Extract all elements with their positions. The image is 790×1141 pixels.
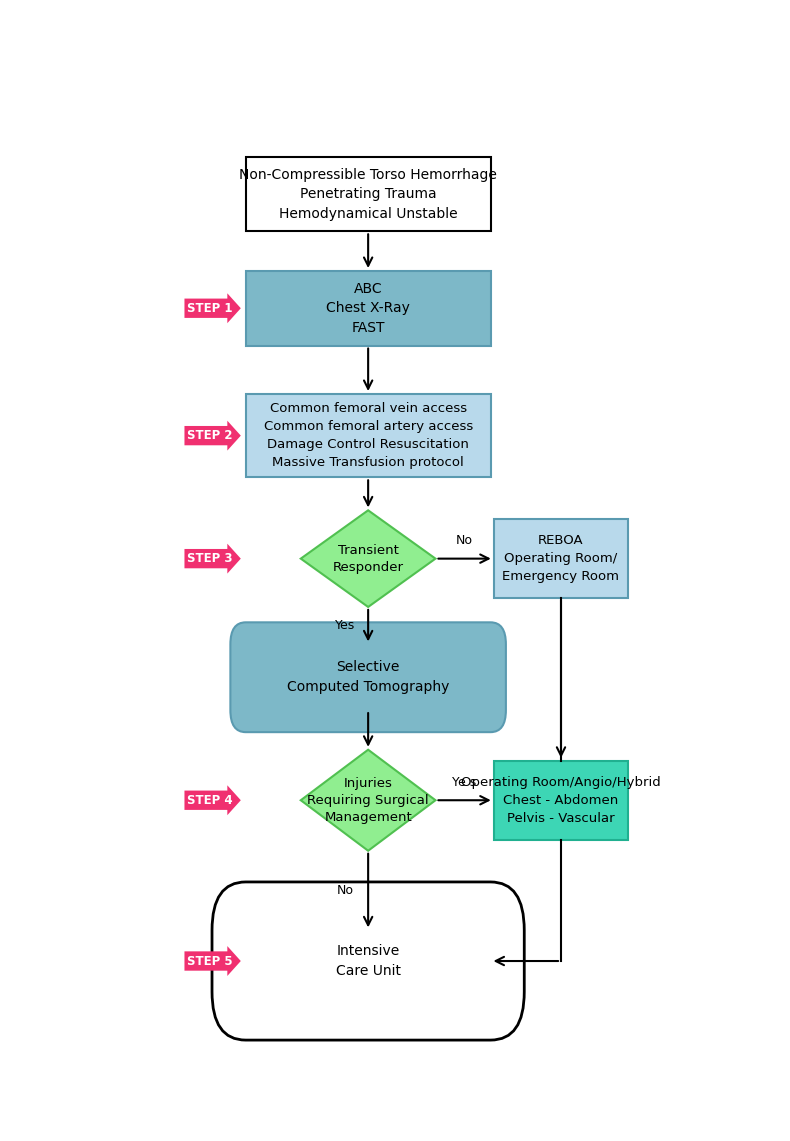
Text: REBOA
Operating Room/
Emergency Room: REBOA Operating Room/ Emergency Room bbox=[502, 534, 619, 583]
Text: No: No bbox=[456, 534, 473, 548]
FancyBboxPatch shape bbox=[212, 882, 525, 1041]
Text: Selective
Computed Tomography: Selective Computed Tomography bbox=[287, 661, 450, 694]
Text: Operating Room/Angio/Hybrid
Chest - Abdomen
Pelvis - Vascular: Operating Room/Angio/Hybrid Chest - Abdo… bbox=[461, 776, 661, 825]
FancyBboxPatch shape bbox=[494, 519, 628, 598]
FancyBboxPatch shape bbox=[246, 394, 491, 477]
Text: Ye s: Ye s bbox=[453, 776, 476, 788]
Polygon shape bbox=[185, 544, 241, 574]
Text: ABC
Chest X-Ray
FAST: ABC Chest X-Ray FAST bbox=[326, 282, 410, 334]
Polygon shape bbox=[185, 293, 241, 323]
Text: STEP 2: STEP 2 bbox=[186, 429, 232, 442]
Text: STEP 3: STEP 3 bbox=[186, 552, 232, 565]
FancyBboxPatch shape bbox=[231, 622, 506, 733]
FancyBboxPatch shape bbox=[246, 270, 491, 346]
Text: Intensive
Care Unit: Intensive Care Unit bbox=[336, 945, 401, 978]
Text: Yes: Yes bbox=[335, 620, 355, 632]
Text: Injuries
Requiring Surgical
Management: Injuries Requiring Surgical Management bbox=[307, 777, 429, 824]
FancyBboxPatch shape bbox=[246, 156, 491, 232]
Polygon shape bbox=[185, 421, 241, 451]
Text: Common femoral vein access
Common femoral artery access
Damage Control Resuscita: Common femoral vein access Common femora… bbox=[264, 402, 472, 469]
Text: STEP 4: STEP 4 bbox=[186, 794, 232, 807]
Polygon shape bbox=[185, 946, 241, 976]
Text: Non-Compressible Torso Hemorrhage
Penetrating Trauma
Hemodynamical Unstable: Non-Compressible Torso Hemorrhage Penetr… bbox=[239, 168, 497, 220]
FancyBboxPatch shape bbox=[494, 761, 628, 840]
Polygon shape bbox=[301, 510, 435, 607]
Text: STEP 5: STEP 5 bbox=[186, 955, 232, 968]
Text: STEP 1: STEP 1 bbox=[186, 301, 232, 315]
Text: Transient
Responder: Transient Responder bbox=[333, 543, 404, 574]
Polygon shape bbox=[185, 785, 241, 815]
Text: No: No bbox=[337, 884, 353, 897]
Polygon shape bbox=[301, 750, 435, 851]
